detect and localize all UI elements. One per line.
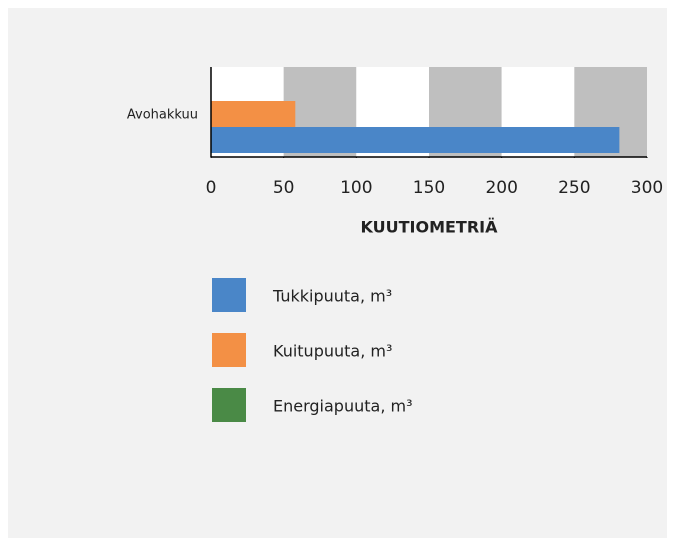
x-axis-title: KUUTIOMETRIÄ — [361, 218, 499, 237]
legend-swatch — [212, 333, 246, 367]
legend-swatch — [212, 388, 246, 422]
legend-label: Energiapuuta, m³ — [273, 397, 412, 416]
bar — [211, 127, 620, 153]
legend-swatch — [212, 278, 246, 312]
x-tick-label: 0 — [206, 178, 217, 198]
x-tick-label: 150 — [413, 178, 445, 198]
x-tick-label: 200 — [485, 178, 517, 198]
legend-label: Tukkipuuta, m³ — [272, 287, 392, 306]
x-tick-label: 250 — [558, 178, 590, 198]
bar — [211, 101, 296, 127]
legend-label: Kuitupuuta, m³ — [273, 342, 392, 361]
y-tick-label: Avohakkuu — [127, 108, 198, 123]
x-tick-label: 300 — [631, 178, 663, 198]
x-tick-label: 50 — [273, 178, 295, 198]
x-tick-label: 100 — [340, 178, 372, 198]
